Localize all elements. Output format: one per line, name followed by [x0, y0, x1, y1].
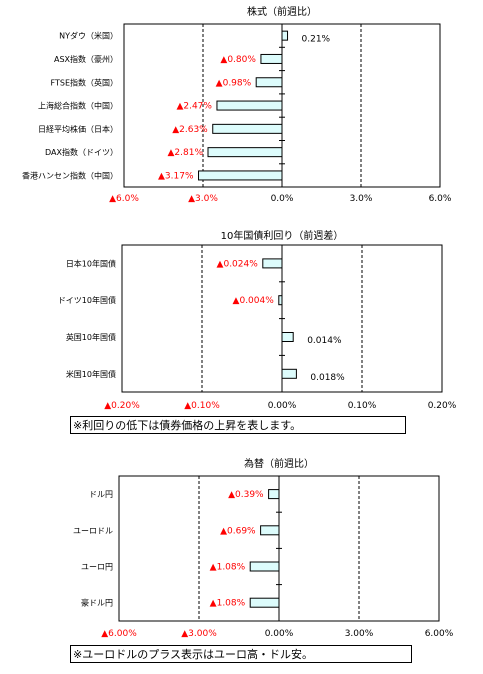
chart-3-data-label: ▲1.08% — [210, 599, 246, 609]
chart-1-tick-label: 3.0% — [350, 194, 373, 204]
chart-1-title: 株式（前週比） — [247, 5, 317, 18]
chart-2-category-label: ドイツ10年国債 — [58, 295, 116, 305]
chart-2-data-label: ▲0.024% — [217, 259, 259, 269]
chart-3-data-label: ▲0.39% — [228, 490, 264, 500]
chart-1-data-label: ▲2.47% — [176, 102, 212, 112]
chart-2-tick-label: 0.10% — [348, 401, 377, 411]
chart-1-tick-label: 0.0% — [271, 194, 294, 204]
chart-1-category-label: 香港ハンセン指数（中国） — [22, 170, 118, 180]
chart-2-tick-label: 0.20% — [428, 401, 457, 411]
chart-2-category-label: 日本10年国債 — [66, 258, 116, 268]
fx-note: ※ユーロドルのプラス表示はユーロ高・ドル安。 — [70, 645, 412, 663]
chart-3-title: 為替（前週比） — [244, 457, 314, 470]
chart-2-category-label: 英国10年国債 — [66, 332, 116, 342]
chart-1-category-label: 上海総合指数（中国） — [38, 101, 118, 111]
chart-1-tick-label: ▲3.0% — [188, 194, 218, 204]
chart-1-category-label: DAX指数（ドイツ） — [45, 147, 118, 157]
chart-2-bar — [278, 295, 283, 306]
chart-1-category-label: NYダウ（米国） — [59, 31, 118, 41]
chart-3-data-label: ▲0.69% — [220, 526, 256, 536]
chart-1-category-label: ASX指数（豪州） — [54, 54, 118, 64]
chart-3-category-label: ユーロドル — [73, 526, 113, 535]
chart-1-tick-label: 6.0% — [429, 194, 452, 204]
chart-1-bar — [198, 170, 283, 181]
chart-1-data-label: ▲0.80% — [220, 55, 256, 65]
chart-2-tick-label: ▲0.20% — [104, 401, 140, 411]
chart-1-data-label: ▲2.81% — [167, 148, 203, 158]
chart-3-data-label: ▲1.08% — [210, 563, 246, 573]
chart-1-bar — [255, 77, 283, 88]
chart-1-bar — [216, 100, 283, 111]
chart-3-bar — [260, 525, 280, 536]
chart-2-bar — [262, 258, 283, 269]
chart-3-category-label: 豪ドル円 — [81, 598, 113, 608]
chart-2-tick-label: ▲0.10% — [184, 401, 220, 411]
chart-2-data-label: 0.014% — [307, 336, 342, 346]
chart-3-tick-label: 6.00% — [425, 629, 454, 639]
chart-1-bar — [260, 53, 283, 64]
chart-3-bar — [268, 489, 280, 500]
chart-1-category-label: 日経平均株価（日本） — [38, 124, 118, 134]
chart-2-data-label: ▲0.004% — [233, 296, 275, 306]
chart-2-category-label: 米国10年国債 — [66, 369, 116, 379]
chart-1-category-label: FTSE指数（英国） — [51, 77, 118, 87]
chart-1-data-label: 0.21% — [302, 35, 331, 45]
chart-2-tick-label: 0.00% — [268, 401, 297, 411]
bond-note: ※利回りの低下は債券価格の上昇を表します。 — [70, 416, 406, 434]
chart-1-bar — [207, 147, 283, 158]
chart-3-category-label: ドル円 — [89, 490, 113, 499]
chart-3-bar — [249, 597, 280, 608]
chart-3-tick-label: 3.00% — [345, 629, 374, 639]
chart-2-data-label: 0.018% — [310, 373, 345, 383]
chart-2-bar — [281, 332, 294, 342]
chart-3-tick-label: ▲3.00% — [181, 629, 217, 639]
chart-1-data-label: ▲3.17% — [158, 171, 194, 181]
chart-1-tick-label: ▲6.0% — [109, 194, 139, 204]
chart-1-bar — [212, 123, 283, 134]
chart-1-bar — [281, 30, 289, 41]
chart-3-bar — [249, 561, 280, 572]
chart-3-tick-label: ▲6.00% — [101, 629, 137, 639]
chart-2-title: 10年国債利回り（前週差） — [221, 229, 344, 242]
chart-3-category-label: ユーロ円 — [81, 563, 113, 572]
chart-2-bar — [281, 368, 297, 379]
chart-1-data-label: ▲2.63% — [172, 125, 208, 135]
chart-3-tick-label: 0.00% — [265, 629, 294, 639]
chart-1-data-label: ▲0.98% — [216, 78, 252, 88]
